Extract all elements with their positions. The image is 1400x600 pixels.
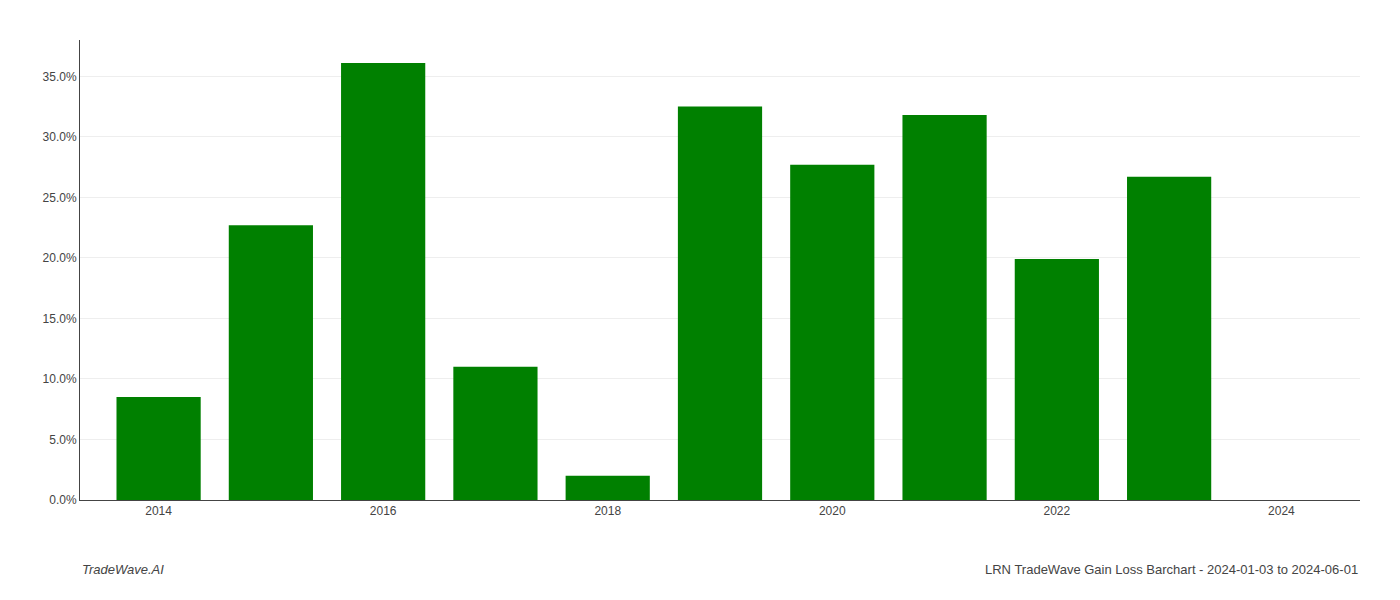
svg-text:30.0%: 30.0% xyxy=(43,130,77,144)
svg-text:2020: 2020 xyxy=(819,504,846,518)
svg-text:TradeWave.AI: TradeWave.AI xyxy=(82,562,164,577)
svg-text:2022: 2022 xyxy=(1043,504,1070,518)
svg-text:20.0%: 20.0% xyxy=(43,251,77,265)
svg-text:10.0%: 10.0% xyxy=(43,372,77,386)
svg-text:0.0%: 0.0% xyxy=(49,493,77,507)
svg-text:2016: 2016 xyxy=(370,504,397,518)
svg-text:35.0%: 35.0% xyxy=(43,70,77,84)
svg-text:2024: 2024 xyxy=(1268,504,1295,518)
svg-text:2014: 2014 xyxy=(145,504,172,518)
svg-text:LRN TradeWave Gain Loss Barcha: LRN TradeWave Gain Loss Barchart - 2024-… xyxy=(985,562,1358,577)
svg-text:15.0%: 15.0% xyxy=(43,312,77,326)
svg-text:2018: 2018 xyxy=(594,504,621,518)
svg-text:5.0%: 5.0% xyxy=(49,433,77,447)
svg-text:25.0%: 25.0% xyxy=(43,191,77,205)
